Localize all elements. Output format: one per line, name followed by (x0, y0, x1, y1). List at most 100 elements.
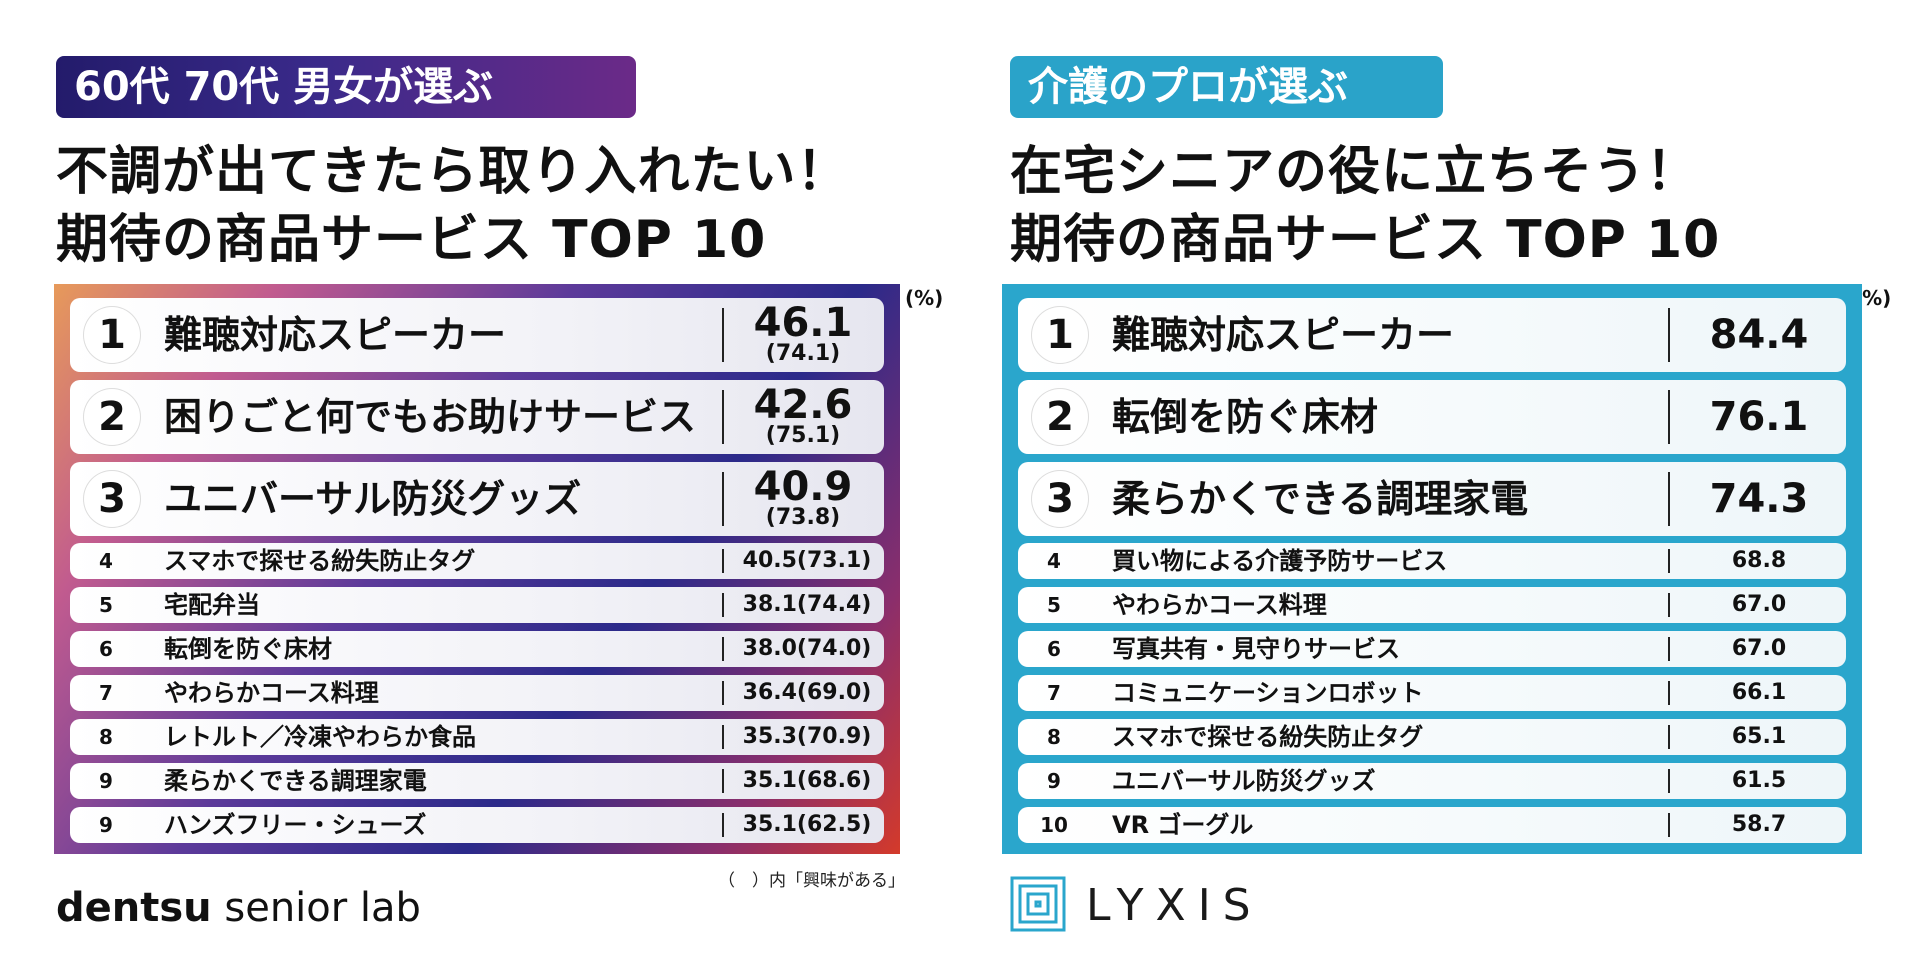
item-name: VR ゴーグル (1112, 811, 1254, 839)
rank-circle (84, 389, 140, 445)
separator (722, 813, 724, 837)
item-value: 38.0(74.0) (742, 636, 872, 661)
item-name: スマホで探せる紛失防止タグ (1112, 723, 1424, 751)
right-row-9: 9 ユニバーサル防災グッズ 61.5 (1018, 763, 1846, 799)
separator (1668, 769, 1670, 793)
rank-number: 6 (99, 637, 113, 661)
item-name: 難聴対応スピーカー (1112, 313, 1455, 357)
rank-number: 3 (98, 476, 126, 522)
separator (722, 769, 724, 793)
left-headline-line1: 不調が出てきたら取り入れたい！ (56, 142, 850, 202)
separator (722, 593, 724, 617)
left-row-9: 9 柔らかくできる調理家電 35.1(68.6) (70, 763, 884, 799)
rank-circle (84, 471, 140, 527)
item-name: 困りごと何でもお助けサービス (164, 395, 697, 439)
left-row-7: 7 やわらかコース料理 36.4(69.0) (70, 675, 884, 711)
separator (1668, 308, 1670, 362)
item-value: 61.5 (1731, 768, 1787, 793)
item-name: ハンズフリー・シューズ (164, 811, 427, 839)
rank-number: 7 (99, 681, 113, 705)
rank-number: 3 (1046, 476, 1074, 522)
left-row-2: 2 困りごと何でもお助けサービス 42.6 (75.1) (70, 380, 884, 454)
left-row-3: 3 ユニバーサル防災グッズ 40.9 (73.8) (70, 462, 884, 536)
separator (722, 308, 724, 362)
left-row-10: 9 ハンズフリー・シューズ 35.1(62.5) (70, 807, 884, 843)
rank-number: 1 (98, 312, 126, 358)
left-row-5: 5 宅配弁当 38.1(74.4) (70, 587, 884, 623)
rank-number: 8 (1047, 725, 1061, 749)
item-value: 42.6 (753, 382, 853, 428)
rank-circle (1032, 471, 1088, 527)
separator (1668, 390, 1670, 444)
lyxis-logo-mark-icon (1010, 876, 1066, 932)
right-row-10: 10 VR ゴーグル 58.7 (1018, 807, 1846, 843)
rank-circle (84, 307, 140, 363)
item-name: レトルト／冷凍やわらか食品 (164, 723, 476, 751)
left-row-6: 6 転倒を防ぐ床材 38.0(74.0) (70, 631, 884, 667)
item-name: 難聴対応スピーカー (164, 313, 507, 357)
item-value: 68.8 (1731, 548, 1787, 573)
lyxis-logo-wordmark: LYXIS (1086, 880, 1263, 931)
separator (1668, 637, 1670, 661)
rank-number: 9 (99, 813, 113, 837)
right-category-tag: 介護のプロが選ぶ (1010, 56, 1443, 118)
item-value: 66.1 (1731, 680, 1787, 705)
rank-number: 9 (1047, 769, 1061, 793)
item-value: 40.5(73.1) (742, 548, 872, 573)
item-value: 84.4 (1709, 312, 1809, 358)
item-name: やわらかコース料理 (1112, 591, 1327, 619)
right-ranking-board: 1 難聴対応スピーカー 84.4 2 転倒を防ぐ床材 76.1 3 柔らかくでき… (1002, 284, 1862, 854)
rank-circle (1032, 389, 1088, 445)
rank-number: 5 (1047, 593, 1061, 617)
item-interest-value: (73.8) (765, 505, 841, 530)
item-name: ユニバーサル防災グッズ (164, 477, 582, 521)
item-value: 67.0 (1731, 636, 1787, 661)
right-row-6: 6 写真共有・見守りサービス 67.0 (1018, 631, 1846, 667)
item-value: 35.3(70.9) (742, 724, 872, 749)
item-name: 転倒を防ぐ床材 (164, 635, 332, 663)
rank-number: 10 (1040, 813, 1068, 837)
left-panel: 60代 70代 男女が選ぶ 不調が出てきたら取り入れたい！ 期待の商品サービス … (54, 56, 944, 932)
separator (722, 681, 724, 705)
left-row-4: 4 スマホで探せる紛失防止タグ 40.5(73.1) (70, 543, 884, 579)
rank-number: 1 (1046, 312, 1074, 358)
left-unit-label: (%) (905, 286, 944, 310)
rank-number: 4 (99, 549, 113, 573)
item-value: 36.4(69.0) (742, 680, 872, 705)
logo-rest-text: senior lab (211, 885, 421, 931)
rank-number: 7 (1047, 681, 1061, 705)
right-headline-line1: 在宅シニアの役に立ちそう！ (1010, 142, 1700, 202)
logo-bold-text: dentsu (56, 885, 212, 931)
item-value: 76.1 (1709, 394, 1809, 440)
left-headline-line2: 期待の商品サービス TOP 10 (56, 210, 767, 270)
rank-number: 2 (1046, 394, 1074, 440)
item-value: 35.1(68.6) (742, 768, 872, 793)
item-name: ユニバーサル防災グッズ (1112, 767, 1376, 795)
right-row-2: 2 転倒を防ぐ床材 76.1 (1018, 380, 1846, 454)
interest-footnote: （ ）内「興味がある」 (718, 871, 905, 891)
item-value: 38.1(74.4) (742, 592, 872, 617)
item-interest-value: (75.1) (765, 423, 841, 448)
rank-number: 2 (98, 394, 126, 440)
item-value: 65.1 (1731, 724, 1787, 749)
item-name: 柔らかくできる調理家電 (164, 767, 427, 795)
item-name: 写真共有・見守りサービス (1112, 635, 1400, 663)
item-value: 46.1 (753, 300, 853, 346)
rank-number: 8 (99, 725, 113, 749)
item-value: 58.7 (1731, 812, 1787, 837)
rank-number: 6 (1047, 637, 1061, 661)
left-row-1: 1 難聴対応スピーカー 46.1 (74.1) (70, 298, 884, 372)
right-row-5: 5 やわらかコース料理 67.0 (1018, 587, 1846, 623)
dentsu-senior-lab-logo: dentsu senior lab (56, 884, 421, 932)
left-headline: 不調が出てきたら取り入れたい！ 期待の商品サービス TOP 10 (56, 138, 849, 274)
item-name: 転倒を防ぐ床材 (1112, 395, 1379, 439)
separator (1668, 725, 1670, 749)
left-category-tag: 60代 70代 男女が選ぶ (56, 56, 636, 118)
item-interest-value: (74.1) (765, 341, 841, 366)
right-row-7: 7 コミュニケーションロボット 66.1 (1018, 675, 1846, 711)
separator (722, 725, 724, 749)
left-row-8: 8 レトルト／冷凍やわらか食品 35.3(70.9) (70, 719, 884, 755)
right-row-8: 8 スマホで探せる紛失防止タグ 65.1 (1018, 719, 1846, 755)
separator (722, 472, 724, 526)
rank-circle (1032, 307, 1088, 363)
